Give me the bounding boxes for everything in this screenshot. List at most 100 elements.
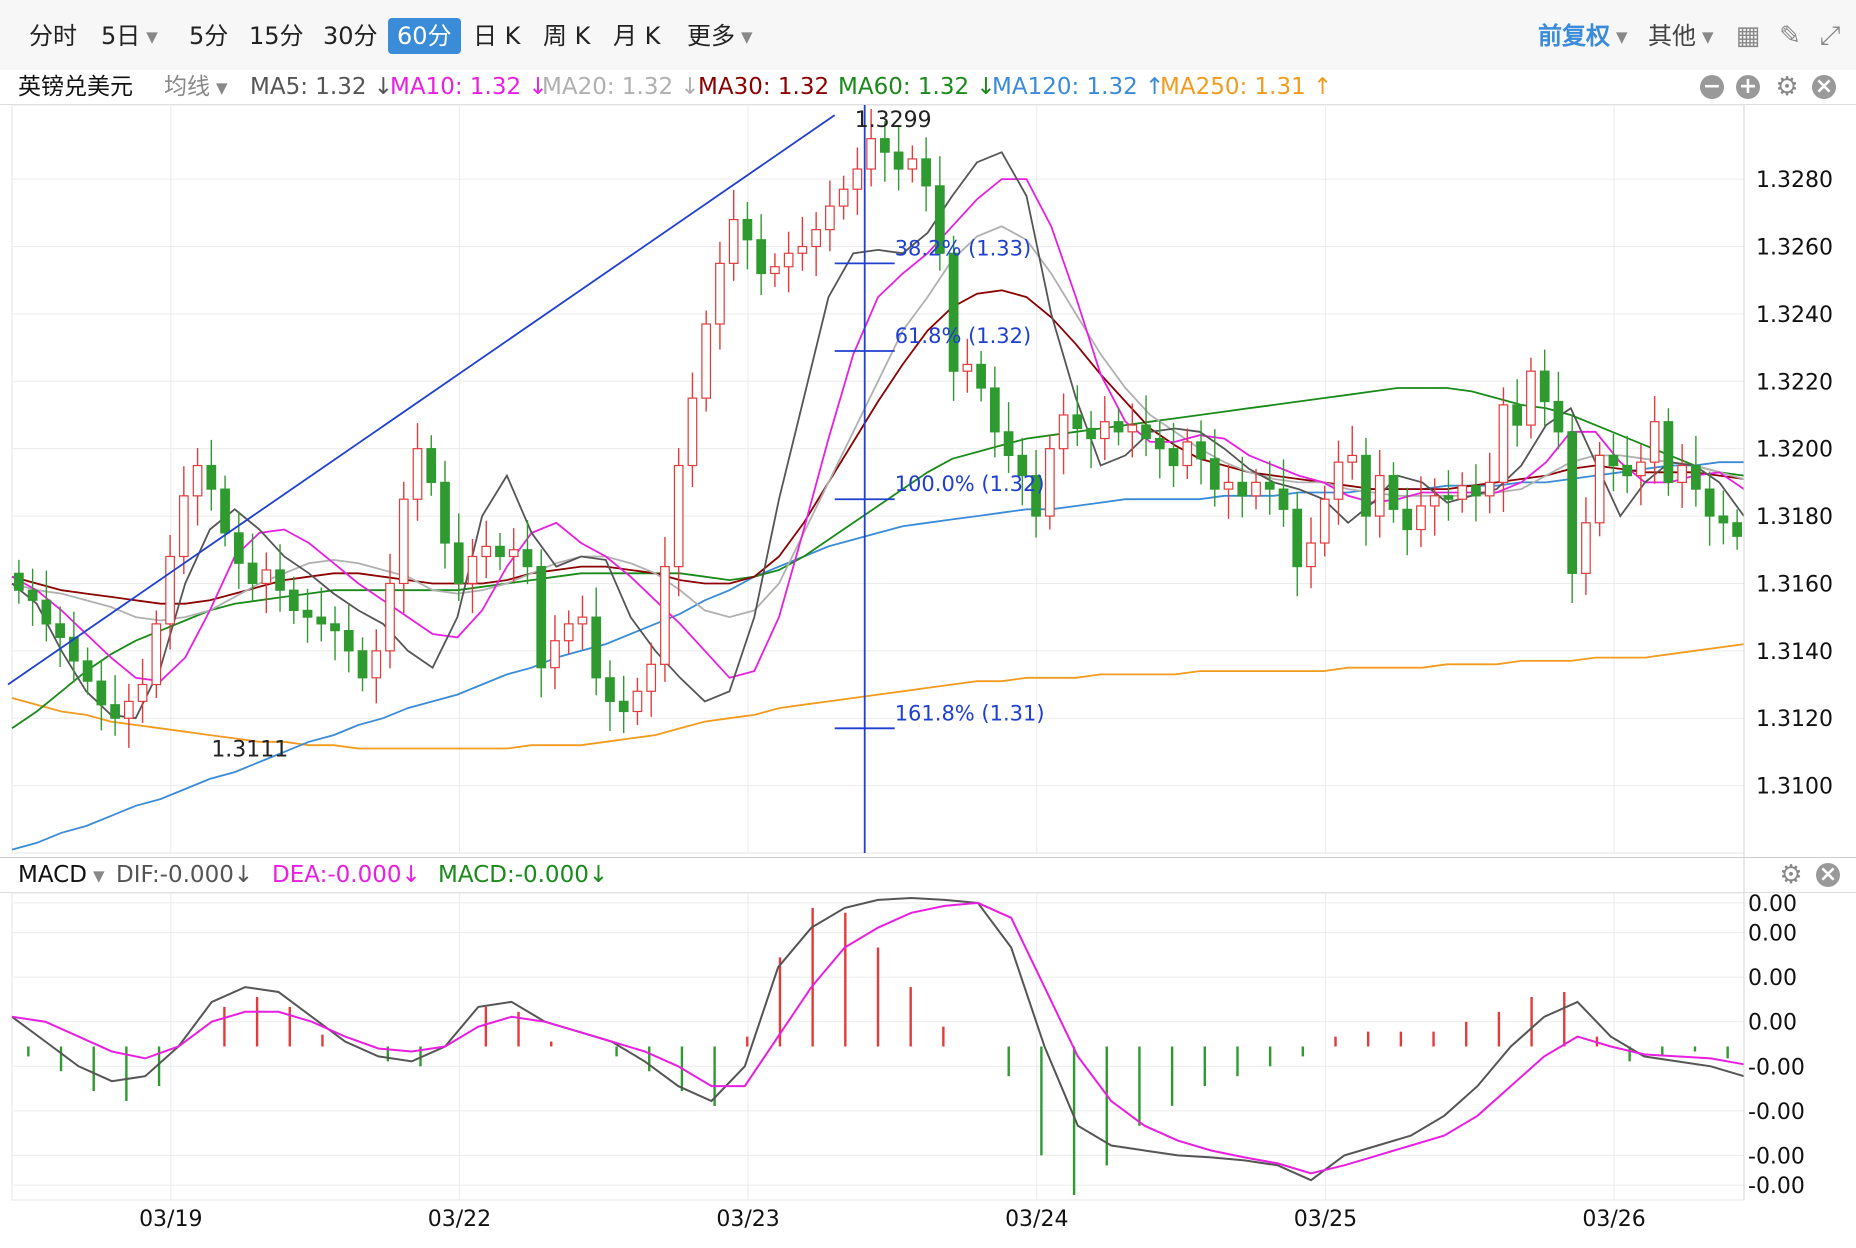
candle-down	[453, 542, 464, 585]
candle-down	[41, 599, 52, 625]
tab-label: 日 K	[473, 22, 521, 50]
candle-up	[701, 323, 712, 399]
candle-down	[357, 650, 368, 679]
price-tick-label: 1.3240	[1756, 303, 1833, 328]
candle-up	[481, 545, 492, 558]
candle-up	[1058, 414, 1069, 450]
main-grid	[11, 104, 1745, 854]
candle-up	[165, 555, 175, 625]
candle-down	[1086, 427, 1096, 440]
macd-tick-label: -0.00	[1748, 1174, 1805, 1199]
ma5-label: MA5: 1.32 ↓	[250, 74, 394, 100]
candle-down	[1443, 495, 1454, 500]
candle-up	[715, 262, 725, 325]
candle-down	[1539, 370, 1550, 403]
tab-monthly-k[interactable]: 月 K	[604, 18, 669, 54]
candle-up	[398, 498, 409, 585]
candle-down	[1141, 424, 1151, 440]
price-tick-label: 1.3200	[1756, 438, 1833, 463]
macd-name: MACD	[18, 862, 87, 888]
adjust-dropdown[interactable]: 前复权 ▼	[1538, 18, 1628, 54]
candle-up	[261, 569, 272, 585]
candle-down	[316, 616, 327, 625]
candle-down	[976, 363, 986, 389]
candle-down	[1691, 464, 1701, 490]
candle-down	[522, 549, 533, 568]
tab-label: 更多	[687, 22, 735, 50]
candle-down	[756, 239, 767, 275]
candle-down	[233, 532, 244, 564]
candle-down	[1361, 454, 1371, 517]
grid-icon[interactable]: ▦	[1735, 21, 1761, 51]
max-price-label: 1.3299	[855, 108, 932, 133]
tab-30min[interactable]: 30分	[314, 18, 387, 54]
minus-icon[interactable]: −	[1700, 75, 1724, 99]
candle-up	[770, 266, 780, 275]
tab-weekly-k[interactable]: 周 K	[534, 18, 599, 54]
tab-label: 60分	[397, 22, 452, 50]
macd-tick-label: -0.00	[1748, 1055, 1805, 1080]
candle-up	[1127, 424, 1138, 433]
gear-icon[interactable]: ⚙	[1779, 860, 1803, 890]
macd-indicator-dropdown[interactable]: MACD ▼	[18, 858, 105, 893]
candle-down	[921, 158, 931, 187]
close-icon[interactable]: ×	[1812, 75, 1836, 99]
macd-pane-frame	[11, 892, 1745, 1201]
tab-label: 月 K	[613, 22, 661, 50]
ma-mode-dropdown[interactable]: 均线 ▼	[164, 70, 228, 105]
candle-up	[825, 205, 835, 231]
candle-up	[1223, 481, 1234, 490]
candle-up	[1306, 542, 1316, 568]
candle-up	[467, 555, 478, 585]
macd-legend-bar: MACD ▼ DIF:-0.000↓ DEA:-0.000↓ MACD:-0.00…	[0, 857, 1856, 893]
candles	[14, 109, 1742, 748]
candle-up	[838, 188, 849, 207]
tab-more[interactable]: 更多 ▼	[678, 18, 762, 54]
tab-daily-k[interactable]: 日 K	[464, 18, 529, 54]
candle-up	[852, 168, 863, 190]
candle-down	[948, 252, 959, 372]
candle-up	[1429, 495, 1440, 507]
candle-down	[1209, 458, 1220, 490]
date-tick-label: 03/23	[716, 1207, 779, 1232]
candle-down	[1388, 475, 1399, 510]
candle-up	[151, 623, 162, 686]
fullscreen-icon[interactable]: ⤢	[1819, 21, 1841, 51]
drawing-tools: 38.2% (1.33) 61.8% (1.32) 100.0% (1.32) 161…	[7, 105, 1045, 853]
tab-5day[interactable]: 5日 ▼	[92, 18, 167, 54]
tab-5min[interactable]: 5分	[180, 18, 237, 54]
ma60-label: MA60: 1.32 ↓	[838, 74, 996, 100]
price-tick-label: 1.3140	[1756, 640, 1833, 665]
candle-down	[1704, 488, 1715, 517]
candle-up	[646, 663, 657, 692]
candle-up	[192, 464, 203, 497]
plus-icon[interactable]: +	[1736, 75, 1760, 99]
period-toolbar: 分时 5日 ▼ 5分 15分 30分 60分 日 K 周 K 月 K 更多 ▼ 前复…	[0, 0, 1856, 71]
candle-down	[440, 481, 450, 544]
ma30-line	[11, 289, 1745, 605]
candle-down	[1154, 437, 1165, 450]
candle-up	[385, 582, 395, 652]
tab-15min[interactable]: 15分	[240, 18, 313, 54]
tab-60min[interactable]: 60分	[388, 18, 461, 54]
gear-icon[interactable]: ⚙	[1775, 72, 1799, 102]
candle-down	[1237, 481, 1248, 497]
price-tick-label: 1.3180	[1756, 505, 1833, 530]
pencil-icon[interactable]: ✎	[1779, 21, 1801, 51]
other-dropdown[interactable]: 其他 ▼	[1648, 18, 1714, 54]
candle-down	[934, 185, 945, 254]
candle-down	[220, 488, 230, 534]
candle-down	[1278, 488, 1289, 510]
tab-label: 5分	[189, 22, 229, 50]
candle-down	[591, 616, 602, 679]
close-icon[interactable]: ×	[1816, 863, 1840, 887]
candle-up	[783, 252, 794, 268]
ma10-line	[11, 178, 1745, 683]
chevron-down-icon: ▼	[1616, 28, 1628, 46]
candle-up	[660, 566, 670, 665]
candle-down	[55, 623, 65, 638]
candle-down	[27, 589, 38, 601]
main-pane-frame	[11, 104, 1745, 854]
tab-intraday[interactable]: 分时	[20, 18, 86, 54]
